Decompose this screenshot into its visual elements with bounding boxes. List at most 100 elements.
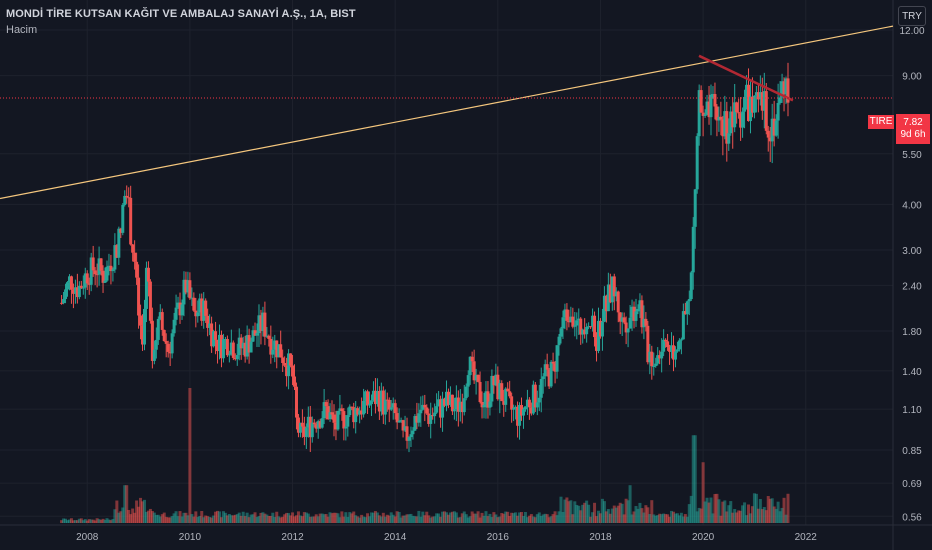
candle-body [462, 398, 466, 413]
currency-button[interactable]: TRY [898, 6, 926, 26]
candle-body [782, 81, 786, 95]
candle-body [381, 390, 385, 415]
candle-body [520, 405, 524, 416]
candle-body [198, 298, 202, 313]
candle-body [368, 404, 372, 406]
candle-body [219, 334, 223, 359]
candle-body [150, 320, 154, 361]
volume-bar [279, 517, 283, 523]
volume-bar [752, 493, 756, 523]
volume-bar [265, 514, 269, 523]
volume-bar [154, 514, 158, 523]
candle-body [687, 299, 691, 302]
volume-bar [399, 517, 403, 523]
volume-bar [391, 514, 395, 523]
candle-body [668, 347, 672, 352]
volume-bar [707, 502, 711, 523]
volume-bar [583, 502, 587, 523]
candle-body [241, 342, 245, 349]
volume-bar [354, 515, 358, 523]
candle-body [750, 96, 754, 113]
candles [60, 62, 790, 453]
candle-body [770, 118, 774, 142]
volume-bar [510, 512, 514, 523]
volume-bar [484, 511, 488, 523]
volume-bar [429, 517, 433, 523]
price-axis[interactable]: 12.00 9.00 5.50 4.00 3.00 2.40 1.80 1.40 1.10 0.8… [899, 26, 924, 523]
candle-body [786, 78, 790, 103]
candle-body [366, 391, 370, 406]
candle-body [606, 284, 610, 312]
volume-bar [784, 514, 788, 523]
volume-bar [125, 485, 129, 523]
candle-body [748, 96, 752, 122]
volume-bar [293, 516, 297, 523]
volume-bar [217, 511, 221, 523]
candle-body [571, 316, 575, 327]
volume-bar [689, 495, 693, 523]
volume-bar [405, 514, 409, 523]
volume-bar [518, 512, 522, 523]
volume-bar [687, 504, 691, 523]
candle-body [340, 408, 344, 412]
candle-body [650, 351, 654, 367]
candle-body [638, 300, 642, 309]
candle-body [391, 403, 395, 408]
candle-body [141, 325, 145, 345]
candle-body [95, 274, 99, 276]
candle-body [758, 92, 762, 100]
volume-bar [683, 514, 687, 523]
candle-body [476, 374, 480, 382]
volume-bar [346, 516, 350, 523]
candle-body [387, 399, 391, 410]
candle-body [512, 407, 516, 410]
candle-body [330, 412, 334, 415]
candle-body [612, 276, 616, 297]
candle-body [555, 345, 559, 372]
volume-bar [389, 512, 393, 523]
candle-body [261, 312, 265, 331]
volume-bar [630, 514, 634, 523]
volume-bar [334, 512, 338, 523]
candle-body [537, 397, 541, 403]
candle-body [139, 315, 143, 326]
volume-bar [344, 512, 348, 523]
volume-bar [612, 505, 616, 523]
volume-bar [691, 435, 695, 523]
candle-body [271, 349, 275, 355]
candle-body [527, 399, 531, 408]
volume-bar [512, 513, 516, 523]
volume-bar [569, 500, 573, 523]
candle-body [214, 331, 218, 340]
candle-body [97, 258, 101, 275]
candle-body [135, 261, 139, 278]
candle-body [172, 319, 176, 334]
volume-bar [648, 514, 652, 523]
candle-body [754, 92, 758, 96]
candle-body [210, 323, 214, 347]
trendlines[interactable] [0, 25, 894, 200]
candle-body [312, 422, 316, 425]
volume-bar [666, 514, 670, 523]
volume-bar [502, 513, 506, 523]
candle-body [725, 111, 729, 144]
candle-body [204, 300, 208, 316]
volume-bar [529, 514, 533, 523]
volume-bar [135, 500, 139, 523]
time-axis[interactable]: 2008 2010 2012 2014 2016 2018 2020 2022 [76, 532, 817, 543]
candle-body [581, 329, 585, 335]
candle-body [60, 302, 64, 304]
candle-body [583, 329, 587, 335]
candle-body [206, 315, 210, 328]
candle-body [277, 344, 281, 358]
time-tick-label: 2018 [589, 532, 612, 543]
candle-body [713, 94, 717, 107]
candle-body [421, 404, 425, 410]
candle-body [549, 361, 553, 387]
volume-bar [713, 494, 717, 523]
volume-bar [606, 509, 610, 523]
candle-body [670, 345, 674, 352]
candle-body [273, 340, 277, 350]
candle-body [283, 363, 287, 366]
